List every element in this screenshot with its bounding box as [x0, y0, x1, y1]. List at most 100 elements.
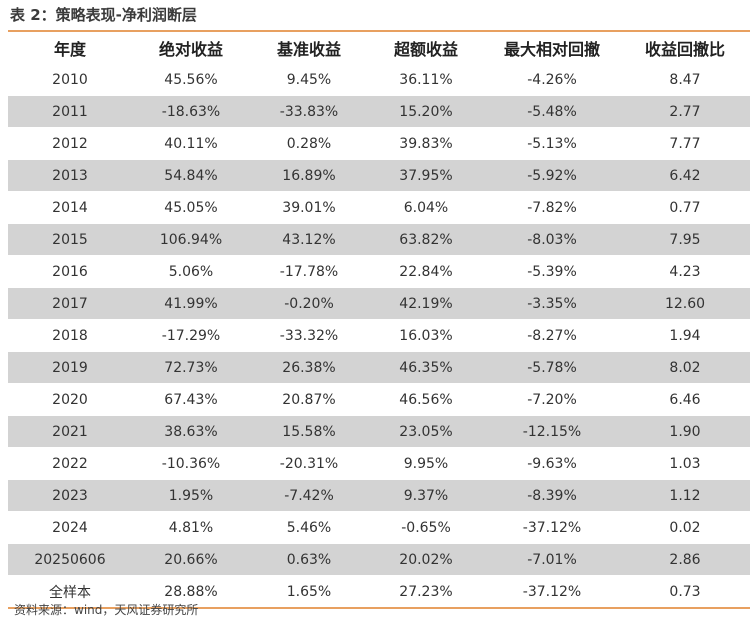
table-cell: 8.02 — [620, 351, 750, 384]
table-cell: 2011 — [8, 95, 132, 128]
table-cell: -5.78% — [484, 351, 620, 384]
table-cell: 1.12 — [620, 479, 750, 512]
table-cell: 0.73 — [669, 583, 701, 600]
table-cell: 1.94 — [669, 327, 701, 344]
column-header: 收益回撤比 — [644, 40, 725, 59]
table-cell: 6.04% — [403, 199, 449, 216]
table-cell: -37.12% — [522, 583, 582, 600]
table-cell: 15.58% — [250, 415, 368, 448]
table-row: 2013 54.84% 16.89% 37.95% -5.92% 6.42 — [8, 159, 750, 192]
table-cell: 5.46% — [286, 519, 332, 536]
table-cell: 1.90 — [620, 415, 750, 448]
table-cell: -8.03% — [484, 223, 620, 256]
table-cell: 22.84% — [399, 263, 453, 280]
column-header: 基准收益 — [276, 40, 341, 59]
table-cell: 2012 — [52, 135, 88, 152]
table-cell: 8.47 — [669, 71, 701, 88]
table-cell: 9.95% — [403, 455, 449, 472]
table-body: 2010 45.56% 9.45% 36.11% -4.26% 8.47 2011 -18.6… — [8, 64, 750, 608]
column-header: 绝对收益 — [158, 40, 223, 59]
table-cell: 43.12% — [250, 223, 368, 256]
table-cell: 72.73% — [132, 351, 250, 384]
table-cell: -12.15% — [484, 415, 620, 448]
table-cell: 0.77 — [669, 199, 701, 216]
table-cell: 12.60 — [620, 287, 750, 320]
table-cell: 39.01% — [282, 199, 336, 216]
table-cell: -4.26% — [527, 71, 577, 88]
table-cell: 45.05% — [164, 199, 218, 216]
table-row: 2020 67.43% 20.87% 46.56% -7.20% 6.46 — [8, 384, 750, 416]
table-row: 全样本 28.88% 1.65% 27.23% -37.12% 0.73 — [8, 576, 750, 609]
table-cell: 36.11% — [399, 71, 453, 88]
table-cell: 46.56% — [399, 391, 453, 408]
table-row: 2010 45.56% 9.45% 36.11% -4.26% 8.47 — [8, 64, 750, 96]
table-cell: -10.36% — [161, 455, 221, 472]
table-cell: 2017 — [8, 287, 132, 320]
table-row: 2018 -17.29% -33.32% 16.03% -8.27% 1.94 — [8, 320, 750, 352]
table-cell: -0.65% — [401, 519, 451, 536]
table-row: 2023 1.95% -7.42% 9.37% -8.39% 1.12 — [8, 479, 750, 512]
table-cell: 20.66% — [132, 543, 250, 576]
table-cell: 26.38% — [250, 351, 368, 384]
table-row: 2011 -18.63% -33.83% 15.20% -5.48% 2.77 — [8, 95, 750, 128]
table-cell: 20.02% — [368, 543, 484, 576]
table-cell: 20.87% — [282, 391, 336, 408]
table-cell: -18.63% — [132, 95, 250, 128]
table-cell: -9.63% — [527, 455, 577, 472]
table-row: 2024 4.81% 5.46% -0.65% -37.12% 0.02 — [8, 512, 750, 544]
table-cell: 15.20% — [368, 95, 484, 128]
table-row: 2015 106.94% 43.12% 63.82% -8.03% 7.95 — [8, 223, 750, 256]
table-title: 表 2：策略表现-净利润断层 — [10, 6, 197, 24]
table-cell: 63.82% — [368, 223, 484, 256]
table-cell: 2014 — [52, 199, 88, 216]
header-row: 年度 绝对收益 基准收益 超额收益 最大相对回撤 收益回撤比 — [8, 31, 750, 64]
table-cell: 39.83% — [399, 135, 453, 152]
table-row: 2014 45.05% 39.01% 6.04% -7.82% 0.77 — [8, 192, 750, 224]
table-cell: 2.86 — [620, 543, 750, 576]
table-cell: 9.45% — [286, 71, 332, 88]
table-row: 2021 38.63% 15.58% 23.05% -12.15% 1.90 — [8, 415, 750, 448]
table-cell: 2016 — [52, 263, 88, 280]
table-cell: 40.11% — [164, 135, 218, 152]
table-cell: 2018 — [52, 327, 88, 344]
source-note: 资料来源：wind，天风证券研究所 — [14, 603, 199, 617]
table-cell: 45.56% — [164, 71, 218, 88]
table-cell: 6.42 — [620, 159, 750, 192]
table-cell: -8.27% — [527, 327, 577, 344]
table-cell: -37.12% — [522, 519, 582, 536]
table-cell: 2023 — [8, 479, 132, 512]
table-cell: -5.39% — [527, 263, 577, 280]
table-cell: 4.81% — [168, 519, 214, 536]
table-cell: 37.95% — [368, 159, 484, 192]
table-cell: -8.39% — [484, 479, 620, 512]
table-row: 2017 41.99% -0.20% 42.19% -3.35% 12.60 — [8, 287, 750, 320]
table-cell: -5.48% — [484, 95, 620, 128]
table-cell: 106.94% — [132, 223, 250, 256]
table-cell: 23.05% — [368, 415, 484, 448]
table-cell: -5.92% — [484, 159, 620, 192]
performance-table: 年度 绝对收益 基准收益 超额收益 最大相对回撤 收益回撤比 2010 45.56% 9.45… — [8, 30, 750, 609]
table-cell: 1.03 — [669, 455, 701, 472]
table-cell: -7.01% — [484, 543, 620, 576]
table-cell: 0.63% — [250, 543, 368, 576]
table-cell: 2010 — [52, 71, 88, 88]
table-cell: 67.43% — [164, 391, 218, 408]
column-header: 年度 — [53, 40, 86, 59]
table-cell: 46.35% — [368, 351, 484, 384]
table-cell: 全样本 — [49, 584, 91, 601]
table-cell: -3.35% — [484, 287, 620, 320]
table-cell: 28.88% — [164, 583, 218, 600]
table-cell: -7.42% — [250, 479, 368, 512]
table-cell: 20250606 — [8, 543, 132, 576]
table-cell: 16.03% — [399, 327, 453, 344]
table-cell: 2020 — [52, 391, 88, 408]
table-cell: -7.20% — [527, 391, 577, 408]
table-cell: 9.37% — [368, 479, 484, 512]
table-cell: 1.95% — [132, 479, 250, 512]
table-row: 2022 -10.36% -20.31% 9.95% -9.63% 1.03 — [8, 448, 750, 480]
table-row: 2019 72.73% 26.38% 46.35% -5.78% 8.02 — [8, 351, 750, 384]
table-cell: 4.23 — [669, 263, 701, 280]
table-cell: -0.20% — [250, 287, 368, 320]
table-cell: 54.84% — [132, 159, 250, 192]
